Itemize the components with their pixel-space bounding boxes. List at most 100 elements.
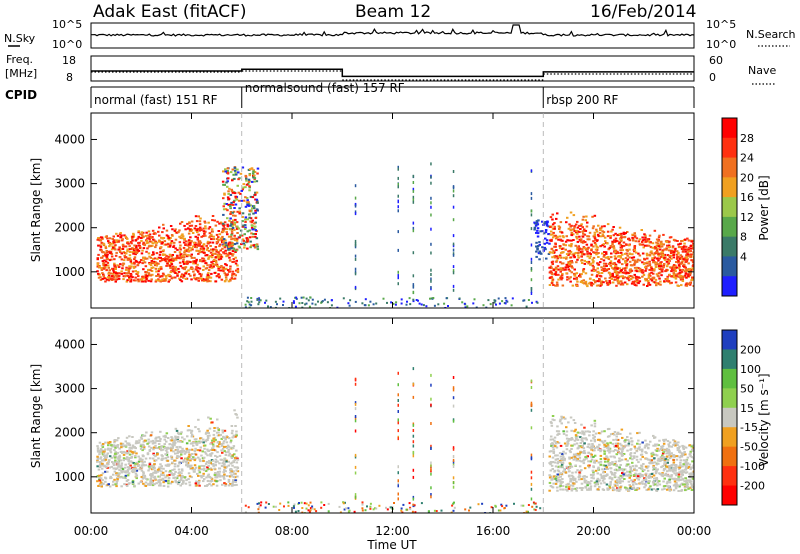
power-cell-2319: [586, 221, 589, 224]
power-cell-1038: [136, 271, 140, 274]
power-cell-937: [105, 250, 108, 252]
velocity-cell-812: [137, 482, 140, 485]
power-cell-1357: [246, 230, 249, 233]
power-cell-1638: [586, 235, 589, 238]
power-cell-2437: [613, 239, 616, 242]
power-cell-2253: [612, 234, 616, 237]
power-cell-2658: [581, 250, 584, 253]
velocity-cell-233: [100, 448, 103, 451]
velocity-cell-364: [230, 461, 234, 464]
power-cell-474: [186, 244, 190, 247]
power-cell-1471: [543, 232, 546, 235]
velocity-cell-538: [220, 458, 224, 461]
power-cell-1056: [104, 264, 108, 266]
power-cell-1031: [147, 268, 150, 271]
velocity-cell-1878: [596, 438, 600, 441]
velocity-cell-654: [221, 429, 224, 432]
velocity-cell-1254: [650, 455, 654, 458]
power-cell-1139: [249, 246, 252, 249]
velocity-cell-473: [174, 471, 177, 473]
power-cell-2075: [592, 279, 595, 281]
power-cell-2060: [621, 283, 625, 286]
velocity-cell-370: [216, 418, 219, 421]
velocity-cell-735: [120, 444, 123, 447]
power-cell-2385: [690, 253, 693, 256]
power-cell-999: [190, 247, 194, 250]
velocity-cell-1544: [647, 476, 651, 479]
power-cell-2020: [683, 238, 687, 241]
power-cell-1015: [218, 254, 221, 257]
power-cell-2560: [630, 269, 634, 272]
power-cell-601: [202, 265, 205, 268]
power-cell-1342: [234, 203, 238, 206]
power-cell-1628: [562, 268, 565, 271]
velocity-cell-271: [129, 460, 133, 463]
velocity-cell-449: [129, 464, 132, 467]
power-cell-839: [127, 248, 131, 251]
power-cell-1524: [597, 235, 600, 238]
power-cell-2443: [617, 280, 621, 283]
power-cell-977: [215, 238, 219, 240]
power-cell-1920: [678, 257, 682, 260]
velocity-cell-1266: [674, 469, 677, 472]
power-cell-701: [174, 238, 178, 241]
power-cell-1889: [594, 243, 598, 246]
power-cell-2165: [627, 238, 630, 241]
power-cell-1735: [600, 225, 604, 228]
velocity-cell-1158: [690, 482, 693, 485]
power-cell-2540: [630, 264, 634, 267]
power-cell-37: [220, 278, 224, 281]
velocity-cell-567: [155, 436, 158, 439]
velocity-cell-1766: [633, 481, 636, 484]
velocity-cell-281: [197, 474, 200, 477]
power-cell-1048: [161, 275, 164, 278]
velocity-cell-1772: [683, 483, 686, 486]
velocity-cell-47: [151, 481, 154, 484]
power-cell-635: [179, 236, 183, 239]
velocity-cell-1061: [187, 472, 191, 475]
power-cell-1672: [679, 278, 683, 281]
velocity-cell-582: [176, 432, 180, 434]
power-cell-2638: [560, 231, 564, 234]
velocity-cell-444: [170, 449, 173, 452]
power-cell-1598: [609, 260, 613, 263]
power-cell-984: [214, 224, 218, 227]
power-cell-210: [222, 225, 225, 228]
power-cell-98: [167, 280, 170, 283]
power-cell-2230: [654, 278, 658, 281]
power-cell-1296: [247, 201, 250, 204]
power-cell-2121: [660, 269, 663, 272]
velocity-cell-1118: [190, 429, 194, 432]
power-cell-843: [195, 220, 199, 223]
power-cell-437: [144, 234, 148, 237]
velocity-cell-1959: [691, 466, 694, 469]
power-cell-1355: [254, 193, 257, 196]
velocity-cell-1927: [673, 480, 677, 483]
power-cell-2312: [581, 252, 584, 255]
velocity-cell-99: [99, 477, 103, 480]
power-cell-2413: [655, 249, 659, 252]
velocity-cell-1554: [609, 455, 613, 458]
power-cell-1121: [242, 183, 245, 186]
velocity-cell-995: [216, 441, 220, 444]
velocity-cell-453: [173, 442, 177, 444]
power-cell-1051: [188, 222, 191, 225]
power-speckle-16: [294, 305, 297, 308]
velocity-cell-1547: [645, 475, 648, 478]
velocity-cell-1438: [563, 468, 566, 471]
power-cell-1590: [572, 239, 575, 241]
velocity-cell-1533: [652, 488, 656, 490]
power-cell-2024: [602, 259, 606, 262]
velocity-cell-1035: [111, 483, 115, 486]
velocity-cell-154: [113, 449, 116, 451]
velocity-cell-1161: [567, 421, 570, 424]
velocity-cell-1089: [134, 468, 138, 471]
power-cell-2539: [624, 257, 628, 260]
velocity-cell-966: [126, 442, 129, 445]
power-cell-1857: [570, 239, 573, 242]
velocity-cell-1875: [609, 481, 612, 483]
power-cell-308: [219, 221, 223, 224]
velocity-cell-642: [118, 472, 121, 475]
velocity-cell-817: [96, 450, 100, 453]
velocity-cell-53: [112, 462, 115, 465]
